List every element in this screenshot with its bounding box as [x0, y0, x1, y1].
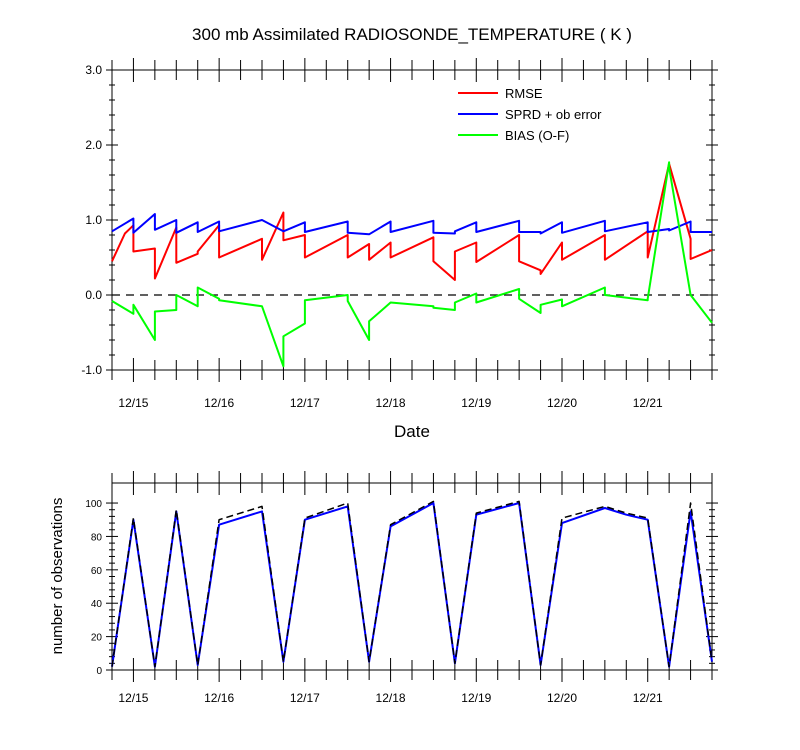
x-tick-label: 12/16	[204, 691, 234, 705]
chart-title: 300 mb Assimilated RADIOSONDE_TEMPERATUR…	[192, 25, 632, 44]
y-tick-label: 1.0	[85, 213, 102, 227]
series-line-used-observations	[111, 502, 713, 668]
rmse-bias-chart: -1.00.01.02.03.0 12/15 12/16 12/17 12/18 12/…	[81, 58, 718, 441]
series-line-bias-o-f	[111, 161, 713, 368]
y-tick-label: 40	[91, 599, 103, 610]
x-tick-label: 12/15	[118, 396, 148, 410]
x-tick-label: 12/17	[290, 691, 320, 705]
y-tick-label: 60	[91, 566, 103, 577]
x-tick-label: 12/21	[633, 396, 663, 410]
bottom-tick-marks	[106, 471, 718, 682]
bottom-y-tick-labels: 0 20 40 60 80 100	[85, 499, 102, 677]
legend: RMSE SPRD + ob error BIAS (O-F)	[458, 86, 602, 143]
y-tick-label: 0.0	[85, 288, 102, 302]
series-line-total-observations	[111, 500, 713, 668]
top-tick-marks	[106, 58, 718, 382]
legend-label-sprd-ob-error: SPRD + ob error	[505, 107, 602, 122]
x-tick-label: 12/20	[547, 396, 577, 410]
top-series-lines	[111, 161, 713, 368]
x-tick-label: 12/18	[376, 396, 406, 410]
series-line-sprd-ob-error	[111, 213, 712, 236]
y-tick-label: 2.0	[85, 138, 102, 152]
y-tick-label: 80	[91, 532, 103, 543]
x-tick-label: 12/19	[461, 691, 491, 705]
x-tick-label: 12/16	[204, 396, 234, 410]
x-tick-label: 12/21	[633, 691, 663, 705]
x-tick-label: 12/20	[547, 691, 577, 705]
top-plot-frame	[111, 69, 713, 371]
top-x-tick-labels: 12/15 12/16 12/17 12/18 12/19 12/20 12/21	[118, 396, 663, 410]
y-tick-label: 20	[91, 633, 103, 644]
x-tick-label: 12/19	[461, 396, 491, 410]
legend-label-rmse: RMSE	[505, 86, 543, 101]
y-axis-label: number of observations	[49, 498, 66, 655]
bottom-series-lines	[111, 500, 713, 668]
y-tick-label: 100	[85, 499, 102, 510]
y-tick-label: 3.0	[85, 63, 102, 77]
series-line-rmse	[111, 162, 713, 281]
x-tick-label: 12/18	[376, 691, 406, 705]
x-tick-label: 12/15	[118, 691, 148, 705]
y-tick-label: 0	[96, 666, 102, 677]
bottom-x-tick-labels: 12/15 12/16 12/17 12/18 12/19 12/20 12/21	[118, 691, 663, 705]
top-y-tick-labels: -1.0 0.0 1.0 2.0 3.0	[81, 63, 102, 377]
y-tick-label: -1.0	[81, 363, 102, 377]
legend-label-bias-o-f: BIAS (O-F)	[505, 128, 569, 143]
x-tick-label: 12/17	[290, 396, 320, 410]
x-axis-label: Date	[394, 422, 430, 441]
